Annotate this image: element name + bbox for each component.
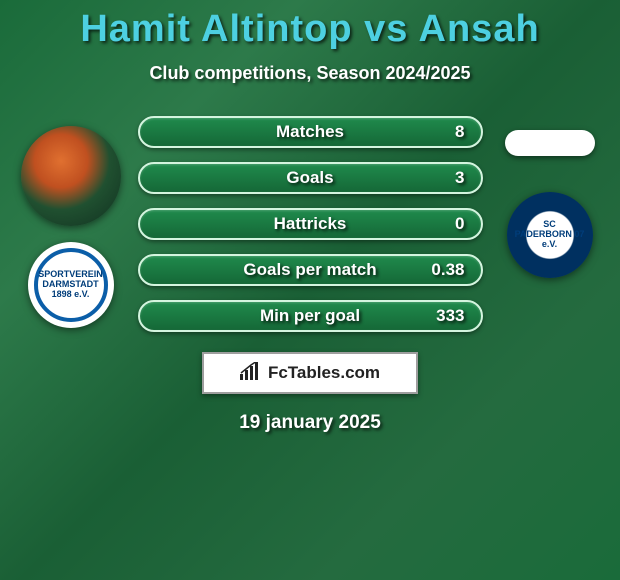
left-player-column: SPORTVEREIN DARMSTADT 1898 e.V. [16, 116, 126, 328]
stat-bar: Goals per match 0.38 [138, 254, 483, 286]
stat-bar: Min per goal 333 [138, 300, 483, 332]
stat-label: Goals [286, 168, 333, 188]
left-club-badge: SPORTVEREIN DARMSTADT 1898 e.V. [28, 242, 114, 328]
stat-label: Hattricks [274, 214, 347, 234]
stats-container: SPORTVEREIN DARMSTADT 1898 e.V. Matches … [0, 116, 620, 332]
stat-value-right: 0.38 [431, 260, 464, 280]
stat-value-right: 0 [455, 214, 464, 234]
stat-label: Min per goal [260, 306, 360, 326]
stat-label: Matches [276, 122, 344, 142]
branding-box: FcTables.com [202, 352, 418, 394]
branding-label: FcTables.com [268, 363, 380, 383]
stat-value-right: 3 [455, 168, 464, 188]
stat-value-right: 8 [455, 122, 464, 142]
stat-bar: Matches 8 [138, 116, 483, 148]
right-club-label: SC PADERBORN 07 e.V. [507, 220, 593, 250]
stat-value-right: 333 [436, 306, 464, 326]
right-player-avatar [505, 130, 595, 156]
chart-icon [240, 362, 262, 385]
stat-label: Goals per match [243, 260, 376, 280]
right-player-column: SC PADERBORN 07 e.V. [495, 116, 605, 278]
right-club-badge: SC PADERBORN 07 e.V. [507, 192, 593, 278]
snapshot-date: 19 january 2025 [0, 412, 620, 434]
left-player-avatar [21, 126, 121, 226]
stat-bar: Hattricks 0 [138, 208, 483, 240]
comparison-subtitle: Club competitions, Season 2024/2025 [0, 63, 620, 84]
left-club-label: SPORTVEREIN DARMSTADT 1898 e.V. [28, 270, 114, 300]
comparison-title: Hamit Altintop vs Ansah [0, 0, 620, 51]
stat-bar: Goals 3 [138, 162, 483, 194]
stat-bars: Matches 8 Goals 3 Hattricks 0 Goals per … [138, 116, 483, 332]
